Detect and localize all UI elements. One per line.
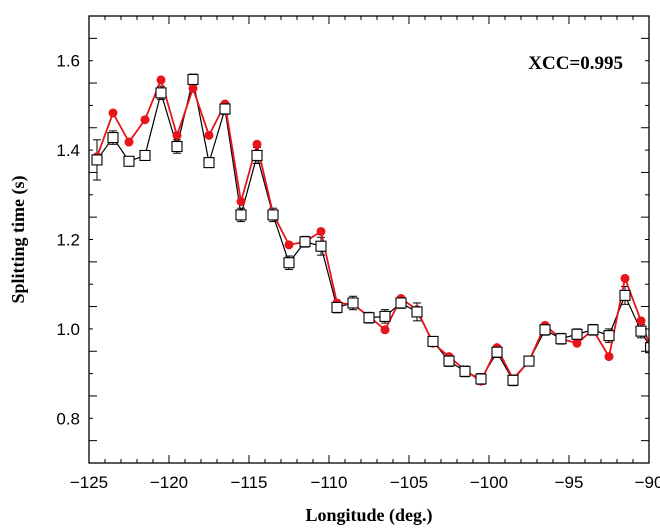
red-point-2 [124, 137, 134, 147]
red-point-1 [108, 108, 118, 118]
square-point-0 [91, 154, 103, 166]
square-point-3 [139, 149, 151, 162]
red-point-7 [204, 130, 214, 140]
square-point-35 [645, 342, 649, 354]
square-point-29 [555, 333, 567, 345]
square-point-17 [363, 312, 375, 324]
square-point-11 [267, 209, 279, 221]
square-point-15 [331, 301, 343, 313]
red-point-12 [284, 240, 294, 250]
square-point-24 [475, 373, 487, 385]
square-point-12 [283, 257, 295, 269]
square-point-1 [107, 132, 119, 144]
square-point-25 [491, 346, 503, 358]
square-point-7 [203, 157, 215, 169]
square-point-10 [251, 149, 263, 162]
x-tick-label: −95 [555, 473, 584, 492]
plot-frame [88, 15, 650, 464]
square-point-20 [411, 306, 423, 318]
square-point-27 [523, 355, 535, 367]
square-point-34 [635, 325, 647, 337]
x-tick-label: −105 [390, 473, 428, 492]
square-point-21 [427, 335, 439, 347]
red-point-3 [140, 115, 150, 125]
red-point-9 [236, 197, 246, 207]
square-point-16 [347, 297, 359, 309]
x-tick-label: −125 [70, 473, 108, 492]
y-axis-title: Splitting time (s) [8, 175, 29, 303]
square-point-2 [123, 155, 135, 167]
square-point-32 [603, 330, 615, 342]
red-point-14 [316, 226, 326, 236]
x-tick-label: −120 [150, 473, 188, 492]
x-tick-label: −90 [635, 473, 660, 492]
red-point-34 [636, 316, 646, 326]
square-point-19 [395, 297, 407, 309]
x-tick-label: −110 [310, 473, 347, 492]
square-point-8 [219, 103, 231, 115]
square-point-18 [379, 310, 391, 322]
square-point-33 [619, 289, 631, 301]
red-point-33 [620, 273, 630, 283]
x-tick-label: −115 [230, 473, 267, 492]
series-layer [91, 73, 649, 387]
square-point-14 [315, 240, 327, 252]
square-point-28 [539, 324, 551, 336]
y-tick-label: 0.8 [56, 409, 80, 428]
square-point-9 [235, 209, 247, 221]
square-point-22 [443, 355, 455, 367]
red-point-32 [604, 352, 614, 362]
x-tick-label: −100 [470, 473, 508, 492]
red-point-5 [172, 130, 182, 140]
square-point-13 [299, 236, 311, 248]
y-tick-label: 1.6 [56, 52, 80, 71]
square-point-6 [187, 73, 199, 86]
y-tick-label: 1.0 [56, 320, 80, 339]
xcc-annotation: XCC=0.995 [528, 53, 623, 74]
red-point-10 [252, 139, 262, 149]
square-point-23 [459, 365, 471, 377]
square-point-31 [587, 324, 599, 336]
square-point-26 [507, 374, 519, 386]
red-point-6 [188, 83, 198, 93]
red-point-4 [156, 75, 166, 85]
series-line-red [96, 77, 649, 383]
x-axis-title: Longitude (deg.) [305, 505, 432, 526]
y-tick-label: 1.2 [56, 231, 80, 250]
y-tick-label: 1.4 [56, 141, 80, 160]
red-point-18 [380, 325, 390, 335]
square-point-4 [155, 87, 167, 99]
red-point-30 [572, 338, 582, 348]
square-point-5 [171, 140, 183, 153]
square-point-30 [571, 328, 583, 340]
axis-layer: −125 −120 −115 −110 −105 −100 −95 −90 0.8 1.0 1.2 1… [56, 15, 660, 492]
